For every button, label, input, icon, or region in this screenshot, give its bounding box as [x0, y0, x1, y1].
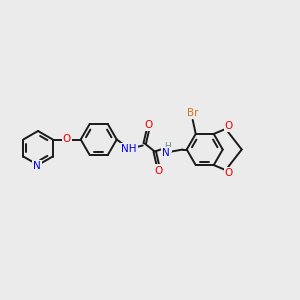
- Text: O: O: [154, 166, 163, 176]
- Text: N: N: [33, 161, 41, 171]
- Text: N: N: [162, 148, 170, 158]
- Text: H: H: [164, 142, 171, 151]
- Text: O: O: [225, 168, 233, 178]
- Text: O: O: [63, 134, 71, 145]
- Text: O: O: [145, 119, 153, 130]
- Text: Br: Br: [187, 108, 199, 118]
- Text: O: O: [225, 121, 233, 131]
- Text: NH: NH: [121, 145, 136, 154]
